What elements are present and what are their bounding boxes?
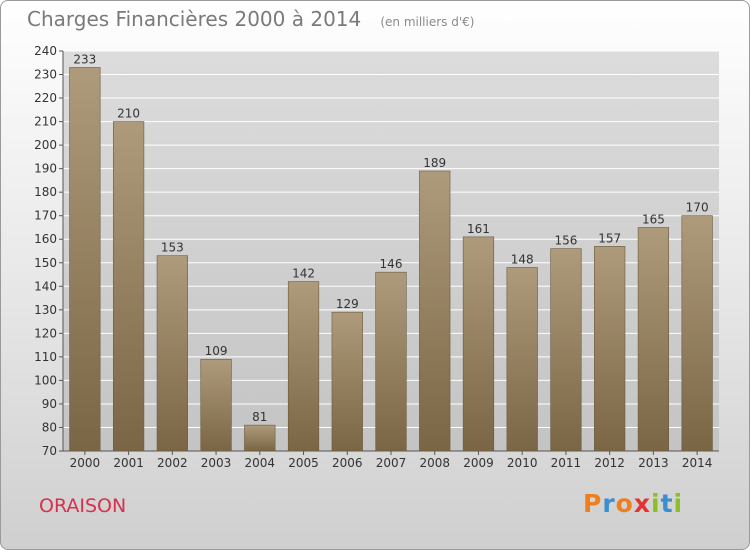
y-tick-label: 70: [42, 444, 57, 458]
y-tick-label: 140: [34, 279, 57, 293]
bar: [157, 256, 188, 451]
x-tick-label: 2012: [594, 456, 625, 470]
bar: [594, 246, 625, 451]
x-tick-label: 2011: [551, 456, 582, 470]
y-tick-label: 230: [34, 68, 57, 82]
bar-value-label: 165: [642, 212, 665, 226]
x-tick-label: 2002: [157, 456, 188, 470]
y-tick-label: 200: [34, 138, 57, 152]
logo-letter: t: [661, 489, 674, 518]
bar-value-label: 129: [336, 297, 359, 311]
x-tick-label: 2008: [419, 456, 450, 470]
y-tick-label: 210: [34, 115, 57, 129]
y-tick-label: 180: [34, 185, 57, 199]
bar-value-label: 142: [292, 267, 315, 281]
bar: [638, 227, 669, 451]
bar-value-label: 156: [554, 234, 577, 248]
bar-value-label: 146: [380, 257, 403, 271]
x-tick-label: 2000: [70, 456, 101, 470]
x-tick-label: 2003: [201, 456, 232, 470]
bar: [682, 216, 713, 451]
x-tick-label: 2001: [113, 456, 144, 470]
bar: [201, 359, 232, 451]
x-tick-label: 2006: [332, 456, 363, 470]
y-tick-label: 240: [34, 44, 57, 58]
bar-value-label: 157: [598, 231, 621, 245]
x-tick-label: 2014: [682, 456, 713, 470]
logo-letter: P: [583, 489, 602, 518]
town-name: ORAISON: [39, 495, 126, 517]
y-tick-label: 170: [34, 209, 57, 223]
logo-letter: x: [634, 489, 651, 518]
y-tick-label: 120: [34, 326, 57, 340]
proxiti-logo[interactable]: Proxiti: [583, 489, 683, 518]
bar-value-label: 153: [161, 241, 184, 255]
y-tick-label: 80: [42, 420, 57, 434]
y-tick-label: 90: [42, 397, 57, 411]
bar-value-label: 161: [467, 222, 490, 236]
bar-value-label: 148: [511, 252, 534, 266]
y-tick-label: 190: [34, 162, 57, 176]
logo-letter: r: [602, 489, 615, 518]
bar: [288, 282, 319, 451]
bar: [332, 312, 363, 451]
y-tick-label: 160: [34, 232, 57, 246]
logo-letter: i: [651, 489, 661, 518]
logo-letter: o: [616, 489, 634, 518]
x-tick-label: 2009: [463, 456, 494, 470]
bar-value-label: 170: [686, 201, 709, 215]
x-tick-label: 2004: [245, 456, 276, 470]
bar: [419, 171, 450, 451]
bar: [244, 425, 275, 451]
bar: [113, 122, 144, 451]
y-tick-label: 150: [34, 256, 57, 270]
x-tick-label: 2005: [288, 456, 319, 470]
y-tick-label: 100: [34, 373, 57, 387]
bar: [376, 272, 407, 451]
y-tick-label: 130: [34, 303, 57, 317]
bar-value-label: 81: [252, 410, 267, 424]
bar: [463, 237, 494, 451]
x-tick-label: 2010: [507, 456, 538, 470]
y-tick-label: 220: [34, 91, 57, 105]
bar-value-label: 210: [117, 107, 140, 121]
bar-value-label: 109: [205, 344, 228, 358]
bar: [551, 249, 582, 451]
x-tick-label: 2007: [376, 456, 407, 470]
bar: [507, 267, 538, 451]
bar: [70, 67, 101, 451]
y-tick-label: 110: [34, 350, 57, 364]
logo-letter: i: [674, 489, 684, 518]
bar-value-label: 233: [73, 52, 96, 66]
bar-value-label: 189: [423, 156, 446, 170]
x-tick-label: 2013: [638, 456, 669, 470]
